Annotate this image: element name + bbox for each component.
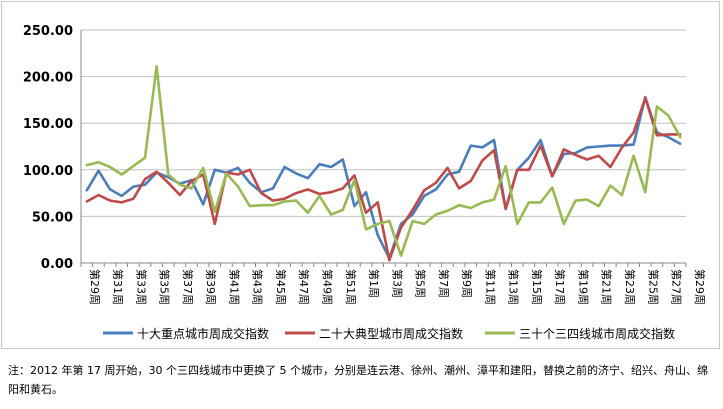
series-line-1 bbox=[85, 95, 682, 260]
x-tick-label: 第49周 bbox=[321, 269, 335, 305]
x-tick-label: 第15周 bbox=[530, 269, 544, 305]
legend: 十大重点城市周成交指数 二十大典型城市周成交指数 三十个三四线城市周成交指数 bbox=[103, 326, 675, 341]
x-tick-label: 第29周 bbox=[88, 269, 102, 305]
x-tick-label: 第37周 bbox=[181, 269, 195, 305]
x-tick-label: 第33周 bbox=[134, 269, 148, 305]
legend-label: 三十个三四线城市周成交指数 bbox=[519, 326, 675, 341]
x-tick-label: 第5周 bbox=[414, 269, 428, 298]
series-line-2 bbox=[85, 96, 682, 262]
x-tick-label: 第29周 bbox=[693, 269, 707, 305]
x-tick-label: 第21周 bbox=[600, 269, 614, 305]
legend-label: 二十大典型城市周成交指数 bbox=[319, 326, 463, 341]
y-tick-label: 200.00 bbox=[23, 71, 73, 86]
x-tick-label: 第7周 bbox=[437, 269, 451, 298]
y-tick-label: 250.00 bbox=[23, 24, 73, 39]
y-axis-tick-labels: 0.00 50.00 100.00 150.00 200.00 250.00 bbox=[23, 24, 73, 272]
x-tick-label: 第11周 bbox=[483, 269, 497, 305]
x-tick-label: 第19周 bbox=[576, 269, 590, 305]
x-tick-label: 第35周 bbox=[158, 269, 172, 305]
x-tick-label: 第27周 bbox=[670, 269, 684, 305]
x-tick-label: 第45周 bbox=[274, 269, 288, 305]
series-lines bbox=[85, 65, 682, 262]
x-tick-label: 第3周 bbox=[390, 269, 404, 298]
x-tick-label: 第1周 bbox=[367, 269, 381, 298]
x-tick-label: 第23周 bbox=[623, 269, 637, 305]
axes bbox=[80, 30, 687, 267]
x-tick-label: 第31周 bbox=[111, 269, 125, 305]
grid-lines bbox=[81, 29, 686, 217]
x-tick-label: 第17周 bbox=[553, 269, 567, 305]
y-tick-label: 100.00 bbox=[23, 164, 73, 179]
legend-label: 十大重点城市周成交指数 bbox=[137, 326, 269, 341]
x-tick-label: 第43周 bbox=[251, 269, 265, 305]
series-line-3 bbox=[85, 65, 682, 257]
y-tick-label: 50.00 bbox=[32, 210, 73, 225]
x-tick-label: 第13周 bbox=[507, 269, 521, 305]
x-tick-label: 第25周 bbox=[646, 269, 660, 305]
x-axis-tick-labels: 第29周 第31周 第33周 第35周 第37周 第39周 第41周 第43周 第45周 第47周… bbox=[88, 269, 707, 305]
x-tick-label: 第47周 bbox=[297, 269, 311, 305]
y-tick-label: 0.00 bbox=[41, 257, 73, 272]
x-tick-label: 第41周 bbox=[227, 269, 241, 305]
x-tick-label: 第39周 bbox=[204, 269, 218, 305]
x-tick-label: 第9周 bbox=[460, 269, 474, 298]
footnote: 注：2012 年第 17 周开始，30 个三四线城市中更换了 5 个城市，分别是… bbox=[8, 364, 708, 396]
y-tick-label: 150.00 bbox=[23, 117, 73, 132]
x-tick-label: 第51周 bbox=[344, 269, 358, 305]
chart-frame: 0.00 50.00 100.00 150.00 200.00 250.00 第29周 第3… bbox=[1, 1, 720, 349]
